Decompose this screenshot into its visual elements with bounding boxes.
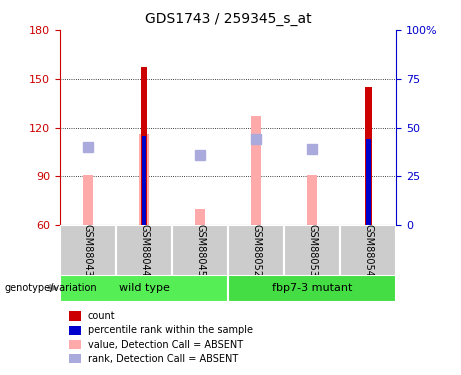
Bar <box>141 68 148 225</box>
Bar <box>228 225 284 276</box>
Bar <box>139 134 149 225</box>
Text: count: count <box>88 311 115 321</box>
Bar <box>83 175 93 225</box>
Text: fbp7-3 mutant: fbp7-3 mutant <box>272 284 353 293</box>
Text: GSM88053: GSM88053 <box>307 224 317 277</box>
Bar <box>284 225 340 276</box>
Text: GSM88044: GSM88044 <box>139 224 149 277</box>
Bar <box>195 209 205 225</box>
Bar <box>116 225 172 276</box>
Text: wild type: wild type <box>118 284 170 293</box>
Text: percentile rank within the sample: percentile rank within the sample <box>88 326 253 335</box>
Bar <box>365 87 372 225</box>
Bar <box>142 136 146 225</box>
Text: GSM88045: GSM88045 <box>195 224 205 277</box>
Bar <box>307 175 317 225</box>
Text: value, Detection Call = ABSENT: value, Detection Call = ABSENT <box>88 340 242 350</box>
Bar <box>366 139 371 225</box>
Title: GDS1743 / 259345_s_at: GDS1743 / 259345_s_at <box>145 12 312 26</box>
Text: GSM88052: GSM88052 <box>251 224 261 277</box>
Bar <box>60 225 116 276</box>
Text: GSM88054: GSM88054 <box>363 224 373 277</box>
Text: rank, Detection Call = ABSENT: rank, Detection Call = ABSENT <box>88 354 238 364</box>
Bar <box>251 116 261 225</box>
Bar <box>60 275 228 302</box>
Bar <box>228 275 396 302</box>
Bar <box>172 225 228 276</box>
Text: GSM88043: GSM88043 <box>83 224 93 277</box>
Bar <box>340 225 396 276</box>
Text: genotype/variation: genotype/variation <box>5 283 97 293</box>
